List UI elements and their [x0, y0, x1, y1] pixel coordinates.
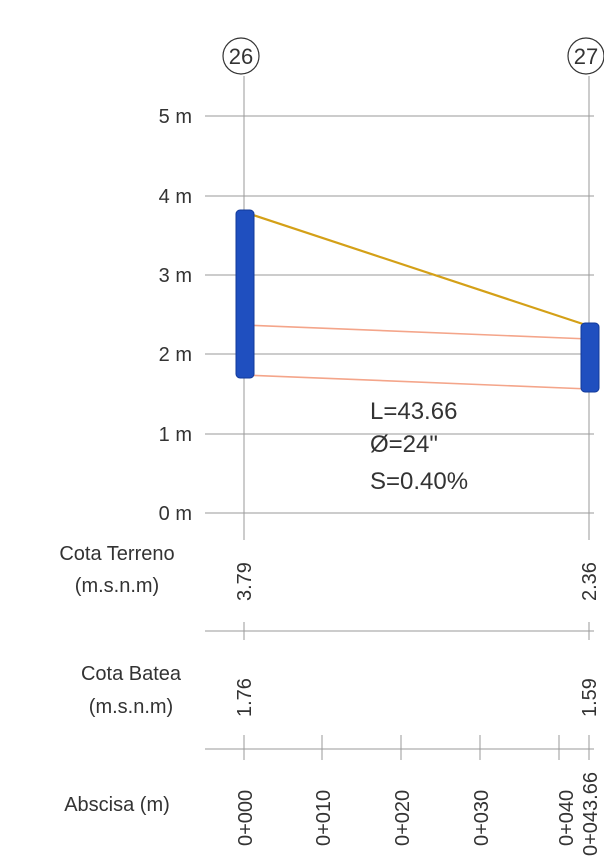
pipe-length-label: L=43.66	[370, 398, 457, 425]
y-tick-label-4: 4 m	[159, 186, 192, 208]
y-tick-label-1: 1 m	[159, 424, 192, 446]
abscissa-label-end: 0+043.66	[580, 772, 602, 856]
invert-row-unit: (m.s.n.m)	[89, 696, 173, 718]
y-tick-label-5: 5 m	[159, 106, 192, 128]
y-tick-label-2: 2 m	[159, 344, 192, 366]
manhole-26-bubble: 26	[222, 37, 260, 75]
elevation-grid	[205, 115, 594, 514]
terrain-row-label: Cota Terreno	[59, 543, 174, 565]
y-tick-label-3: 3 m	[159, 265, 192, 287]
terrain-value-26: 3.79	[234, 562, 256, 601]
terrain-value-27: 2.36	[579, 562, 601, 601]
abscissa-label-0: 0+000	[235, 790, 257, 846]
pipe-diameter-label: Ø=24"	[370, 431, 438, 458]
terrain-row-unit: (m.s.n.m)	[75, 575, 159, 597]
manhole-26-body	[235, 209, 255, 379]
manhole-27-bubble: 27	[567, 37, 604, 75]
invert-row-label: Cota Batea	[81, 663, 182, 685]
invert-value-27: 1.59	[579, 678, 601, 717]
pipe-invert-line	[243, 374, 590, 390]
manhole-27-body	[580, 322, 600, 393]
terrain-line	[243, 210, 590, 328]
manhole-26-id: 26	[229, 44, 253, 69]
abscissa-label-30: 0+030	[471, 790, 493, 846]
invert-value-26: 1.76	[234, 678, 256, 717]
abscissa-label-20: 0+020	[392, 790, 414, 846]
abscissa-label-10: 0+010	[313, 790, 335, 846]
manhole-27-id: 27	[574, 44, 598, 69]
pipe-slope-label: S=0.40%	[370, 468, 468, 495]
pipe-crown-line	[243, 324, 590, 340]
y-axis-labels: 0 m 1 m 2 m 3 m 4 m 5 m	[159, 106, 192, 525]
abscissa-row-label: Abscisa (m)	[64, 794, 170, 816]
abscissa-label-40: 0+040	[556, 790, 578, 846]
y-tick-label-0: 0 m	[159, 503, 192, 525]
